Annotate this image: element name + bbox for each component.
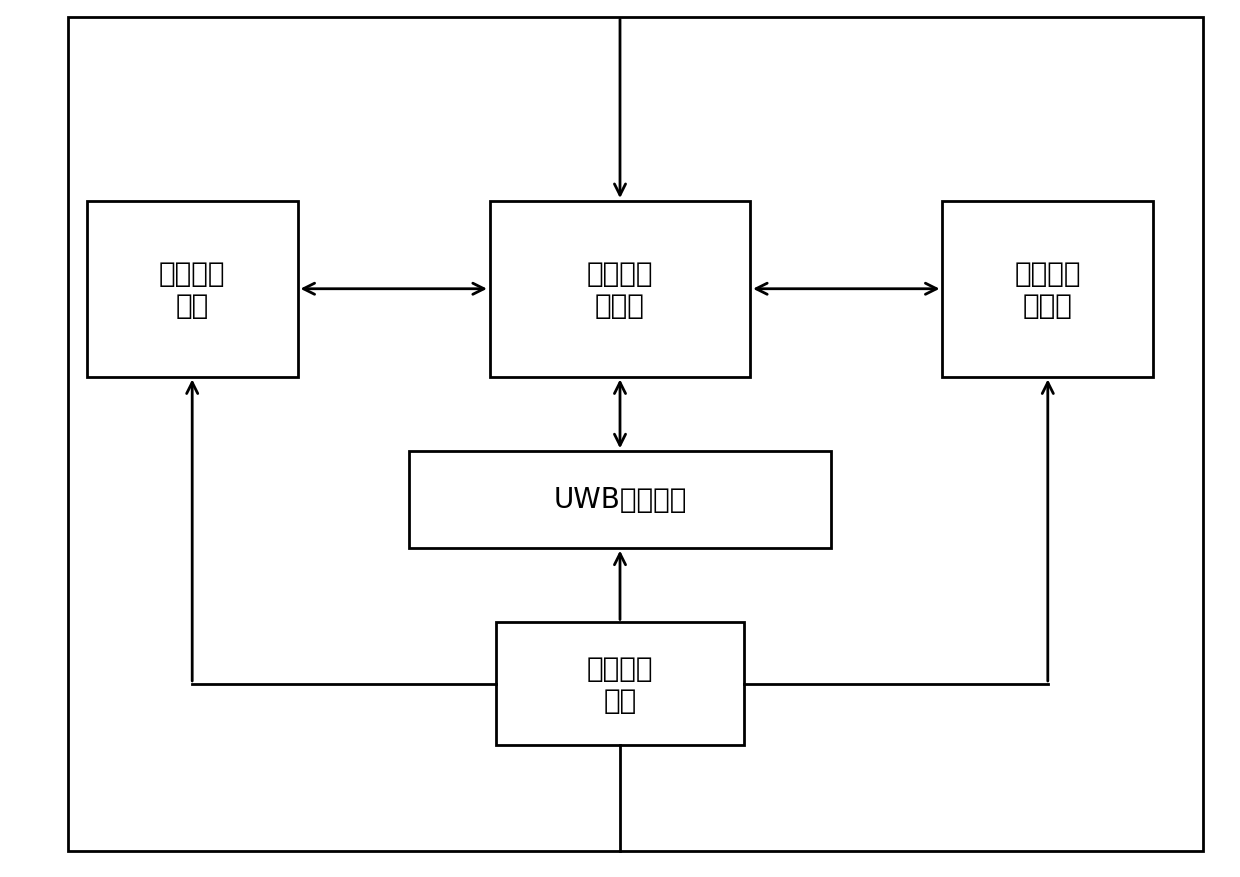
Bar xyxy=(87,202,298,377)
Bar xyxy=(942,202,1153,377)
Text: 地磁传感
器模块: 地磁传感 器模块 xyxy=(1014,260,1081,319)
Text: 中央处理
器模块: 中央处理 器模块 xyxy=(587,260,653,319)
Text: UWB射频标签: UWB射频标签 xyxy=(553,486,687,514)
Text: 电源管理
模块: 电源管理 模块 xyxy=(587,654,653,714)
Bar xyxy=(490,202,750,377)
Bar xyxy=(496,623,744,745)
Bar xyxy=(409,452,831,548)
Text: 无线通讯
模块: 无线通讯 模块 xyxy=(159,260,226,319)
